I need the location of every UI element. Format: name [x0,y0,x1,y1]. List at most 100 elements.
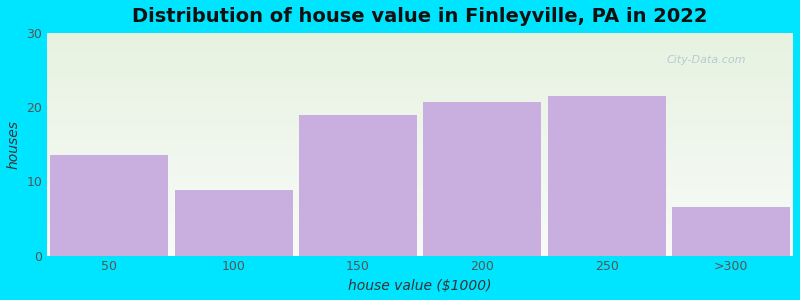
Bar [299,115,417,256]
Bar [47,218,793,219]
Bar [47,117,793,118]
Bar [47,47,793,48]
Bar [47,137,793,138]
Bar [47,151,793,152]
Bar [47,34,793,35]
Bar [47,239,793,240]
Bar [47,98,793,99]
Bar [47,208,793,209]
Bar [47,64,793,65]
Bar [47,185,793,186]
Bar [47,252,793,253]
Bar [47,134,793,135]
Bar [47,37,793,38]
Bar [47,96,793,97]
Bar [423,102,542,256]
Bar [47,45,793,46]
Bar [47,142,793,143]
Bar [47,227,793,228]
Bar [47,242,793,243]
Bar [47,168,793,169]
Bar [47,71,793,72]
Bar [47,223,793,224]
Bar [47,149,793,150]
Bar [47,51,793,52]
Title: Distribution of house value in Finleyville, PA in 2022: Distribution of house value in Finleyvil… [132,7,708,26]
Bar [47,221,793,222]
Bar [47,126,793,127]
Bar [47,176,793,177]
Bar [47,70,793,71]
Bar [47,228,793,229]
Bar [47,236,793,237]
Bar [47,130,793,131]
Bar [47,241,793,242]
Bar [47,246,793,247]
Bar [47,243,793,244]
Bar [47,94,793,95]
Bar [47,194,793,195]
Bar [47,140,793,141]
Bar [47,222,793,223]
Bar [47,120,793,121]
Bar [47,65,793,66]
Bar [47,249,793,250]
Bar [47,178,793,179]
Bar [47,83,793,84]
Bar [47,90,793,91]
Bar [47,42,793,43]
Bar [47,63,793,64]
Bar [47,254,793,255]
Bar [47,165,793,166]
Bar [47,106,793,107]
Bar [47,164,793,165]
Bar [47,155,793,156]
Bar [47,189,793,190]
Bar [47,152,793,153]
Bar [47,79,793,80]
Bar [47,61,793,62]
Bar [47,187,793,188]
Bar [47,195,793,196]
Bar [47,143,793,144]
Bar [47,136,793,137]
Bar [47,191,793,192]
Bar [47,124,793,125]
Bar [47,123,793,124]
Bar [47,146,793,147]
Bar [47,253,793,254]
Bar [47,44,793,45]
Bar [47,212,793,213]
Bar [47,127,793,128]
Bar [47,85,793,86]
Bar [47,55,793,56]
Bar [47,202,793,203]
Bar [47,78,793,79]
Bar [47,225,793,226]
Bar [47,206,793,207]
Bar [47,160,793,161]
Bar [47,148,793,149]
Bar [47,177,793,178]
Bar [47,196,793,197]
Bar [47,188,793,189]
Bar [47,114,793,115]
Bar [47,181,793,182]
Bar [47,84,793,85]
Bar [47,133,793,134]
Bar [47,238,793,239]
Bar [47,220,793,221]
Bar [47,102,793,103]
Bar [47,39,793,40]
Bar [47,162,793,163]
Bar [47,174,793,175]
Bar [47,67,793,68]
Bar [47,72,793,73]
Bar [47,100,793,101]
Bar [47,199,793,200]
Bar [47,138,793,139]
Bar [47,122,793,123]
Bar [47,57,793,58]
Bar [47,197,793,198]
Bar [47,113,793,114]
